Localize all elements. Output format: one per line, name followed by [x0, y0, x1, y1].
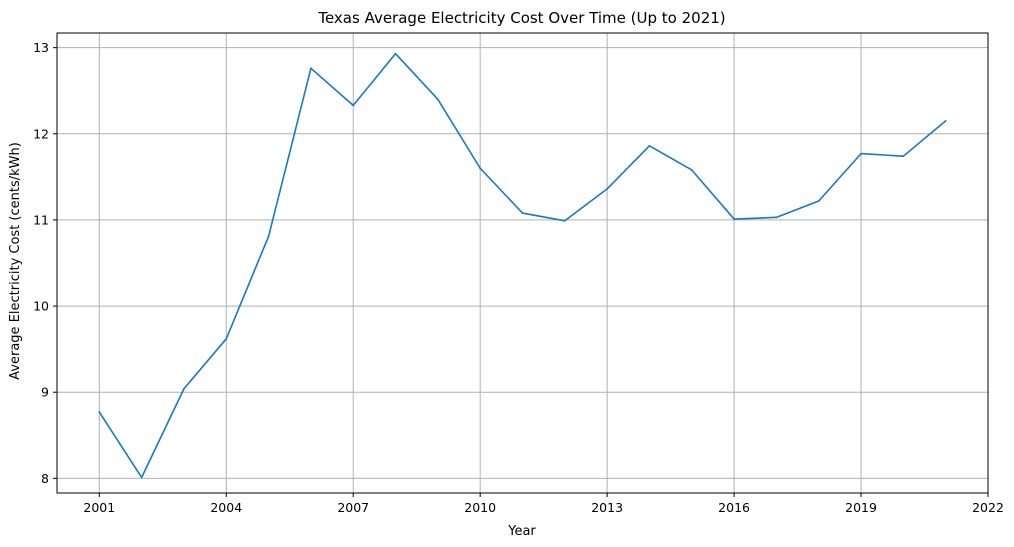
- data-point: [733, 218, 735, 220]
- data-point: [648, 144, 651, 147]
- x-tick-label: 2016: [718, 500, 750, 515]
- data-point: [606, 188, 609, 190]
- x-tick-label: 2013: [591, 500, 623, 515]
- y-tick-label: 8: [41, 471, 49, 486]
- data-point: [310, 67, 312, 70]
- y-axis-ticks: 8 9 10 11 12 13: [33, 40, 57, 486]
- data-point: [479, 167, 482, 170]
- data-point: [436, 98, 439, 101]
- x-tick-label: 2004: [210, 500, 242, 515]
- y-tick-label: 9: [41, 385, 49, 400]
- data-point: [690, 169, 693, 171]
- data-point: [775, 216, 778, 219]
- y-tick-label: 12: [33, 126, 49, 141]
- y-tick-label: 10: [33, 299, 49, 314]
- y-tick-label: 13: [33, 40, 49, 55]
- data-point: [140, 476, 143, 479]
- x-axis-label: Year: [507, 524, 536, 539]
- grid: [57, 33, 989, 493]
- data-point: [521, 212, 524, 214]
- y-axis-label: Average Electricity Cost (cents/kWh): [8, 142, 23, 380]
- data-point: [225, 337, 228, 340]
- data-point: [394, 52, 397, 55]
- x-tick-label: 2022: [972, 500, 1004, 515]
- data-point: [860, 152, 862, 155]
- series-layer: [98, 52, 947, 479]
- x-tick-label: 2010: [464, 500, 496, 515]
- x-tick-label: 2001: [83, 500, 115, 515]
- x-tick-label: 2019: [845, 500, 877, 515]
- data-point: [944, 119, 947, 122]
- chart-title: Texas Average Electricity Cost Over Time…: [317, 9, 725, 27]
- data-point: [267, 235, 270, 238]
- data-point: [98, 411, 101, 413]
- data-point: [902, 155, 905, 158]
- plot-frame: [56, 32, 989, 494]
- x-axis-ticks: 2001 2004 2007 2010 2013 2016 2019 2022: [83, 493, 1004, 515]
- x-tick-label: 2007: [337, 500, 369, 515]
- data-point: [817, 200, 820, 202]
- y-tick-label: 11: [33, 212, 49, 227]
- data-point: [183, 387, 185, 390]
- data-point: [352, 104, 355, 107]
- data-point: [563, 219, 566, 222]
